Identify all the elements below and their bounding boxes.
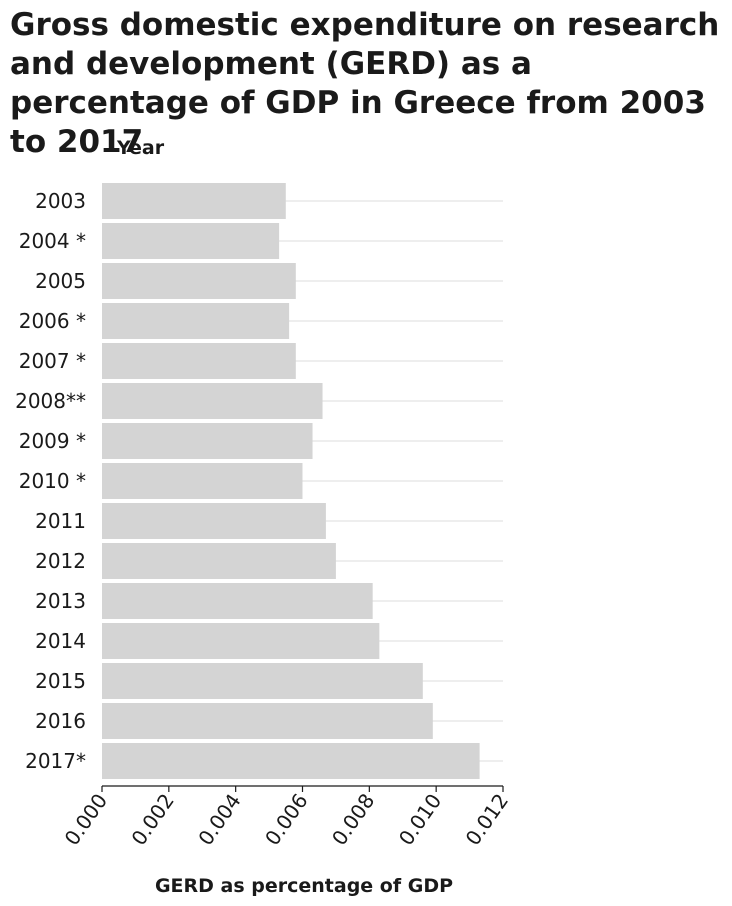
bar [102,663,423,699]
bars [102,183,480,779]
x-tick-label: 0.004 [193,789,246,850]
category-label: 2016 [35,709,86,733]
bar [102,343,296,379]
category-labels: 2003 2004 * 2005 2006 * 2007 * 2008** 2009 * 20… [15,189,86,773]
category-label: 2007 * [19,349,86,373]
category-label: 2012 [35,549,86,573]
category-label: 2006 * [19,309,86,333]
x-axis-title: GERD as percentage of GDP [155,875,453,897]
category-label: 2011 [35,509,86,533]
category-label: 2015 [35,669,86,693]
bar [102,263,296,299]
category-label: 2004 * [19,229,86,253]
category-label: 2010 * [19,469,86,493]
bar [102,463,303,499]
category-label: 2017* [25,749,86,773]
x-tick-label: 0.006 [260,789,313,850]
x-tick-label: 0.002 [126,789,179,850]
bar [102,383,323,419]
bar [102,583,373,619]
category-label: 2009 * [19,429,86,453]
bar [102,183,286,219]
category-label: 2005 [35,269,86,293]
category-label: 2014 [35,629,86,653]
x-tick-label: 0.000 [60,789,113,850]
x-tick-label: 0.008 [327,789,380,850]
chart-title: Gross domestic expenditure on research a… [10,7,720,160]
x-tick-label: 0.012 [461,789,514,850]
category-label: 2013 [35,589,86,613]
x-tick-label: 0.010 [394,789,447,850]
bar [102,743,480,779]
bar [102,423,313,459]
bar [102,703,433,739]
category-label: 2003 [35,189,86,213]
category-label: 2008** [15,389,86,413]
x-axis: 0.000 0.002 0.004 0.006 0.008 0.010 0.012 [60,785,514,850]
y-axis-title: Year [116,137,165,159]
bar [102,303,290,339]
bar [102,543,336,579]
bar [102,223,280,259]
bar [102,623,380,659]
bar [102,503,326,539]
